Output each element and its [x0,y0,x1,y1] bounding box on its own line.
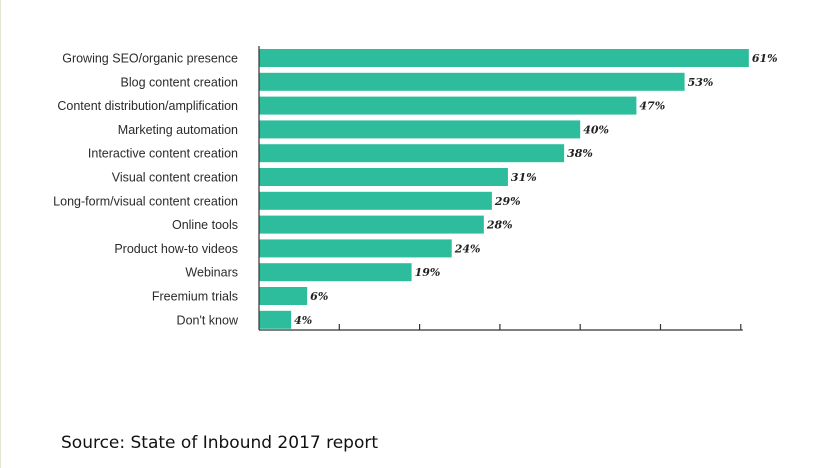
bar [259,287,308,305]
bar [259,239,452,258]
bar [259,168,508,186]
bar [259,191,492,210]
bar [259,263,412,282]
category-label: Freemium trials [152,290,238,304]
bar [259,96,637,115]
bar [259,310,292,329]
value-label: 38% [567,147,593,160]
value-label: 6% [310,290,328,303]
category-label: Growing SEO/organic presence [62,52,238,66]
source-note: Source: State of Inbound 2017 report [61,433,379,453]
bar [259,215,484,234]
category-label: Webinars [185,266,238,280]
value-label: 24% [454,242,481,255]
bar [259,144,565,163]
value-label: 47% [639,100,665,113]
category-label: Interactive content creation [88,147,238,161]
category-label: Don't know [177,313,239,327]
value-label: 4% [294,314,312,327]
value-label: 31% [511,171,537,184]
category-label: Online tools [172,218,238,232]
value-label: 61% [752,52,778,65]
category-label: Blog content creation [121,75,238,89]
category-label: Long-form/visual content creation [53,194,238,208]
value-label: 29% [494,195,521,208]
value-label: 53% [688,76,714,89]
bar [259,120,581,139]
category-label: Marketing automation [118,123,238,137]
value-label: 28% [486,219,513,232]
category-label: Product how-to videos [114,242,238,256]
bar [259,49,749,67]
value-label: 19% [415,266,441,279]
bar-chart: Growing SEO/organic presence 61% Blog cont… [53,46,778,331]
category-label: Content distribution/amplification [57,99,238,113]
bar [259,72,685,91]
category-label: Visual content creation [112,171,238,185]
value-label: 40% [583,123,609,136]
